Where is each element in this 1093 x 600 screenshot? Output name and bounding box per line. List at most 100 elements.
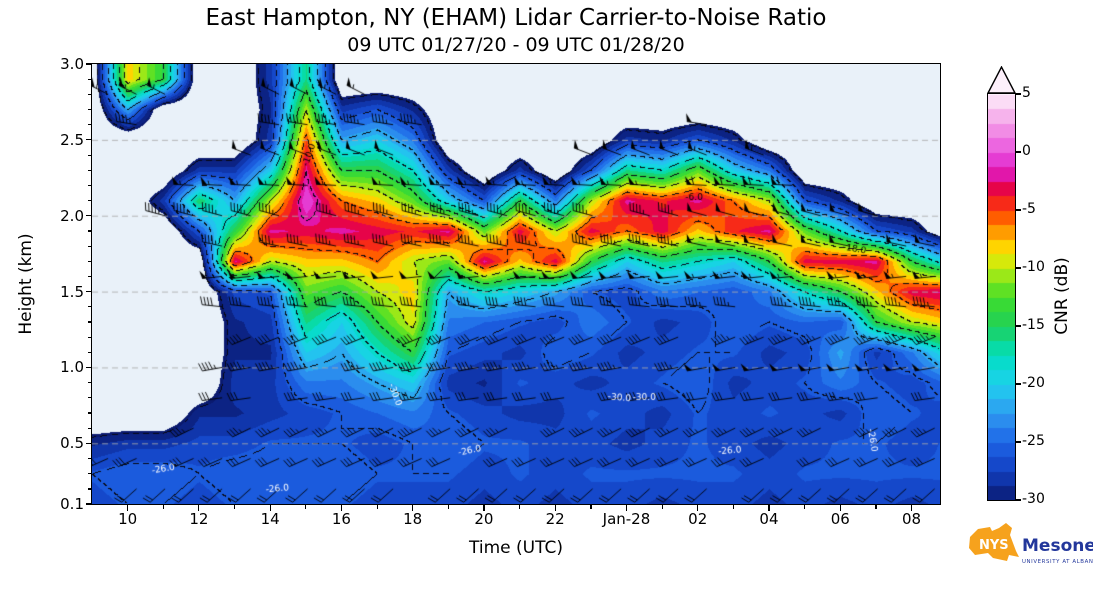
y-minor-tick-mark: [88, 427, 92, 429]
x-tick-label: 10: [118, 510, 138, 528]
x-tick-label: 08: [901, 510, 922, 528]
y-minor-tick-mark: [88, 169, 92, 171]
y-tick-label: 2.0: [60, 206, 84, 225]
y-minor-tick-mark: [88, 78, 92, 80]
logo-mesonet-text: Mesonet: [1022, 536, 1093, 556]
y-minor-tick-mark: [88, 230, 92, 232]
colorbar-tick-label: -15: [1022, 317, 1045, 333]
y-minor-tick-mark: [88, 336, 92, 338]
y-tick-label: 0.1: [60, 495, 84, 513]
y-minor-tick-mark: [88, 412, 92, 414]
x-tick-label: Jan-28: [602, 510, 651, 528]
y-tick-mark: [85, 290, 92, 293]
x-minor-tick-mark: [661, 505, 663, 509]
x-tick-mark: [625, 505, 628, 511]
x-tick-label: 14: [260, 510, 280, 528]
x-minor-tick-mark: [234, 505, 236, 509]
colorbar-tick-label: -25: [1022, 433, 1045, 449]
y-minor-tick-mark: [88, 306, 92, 308]
chart-subtitle: 09 UTC 01/27/20 - 09 UTC 01/28/20: [347, 34, 685, 56]
ny-state-shape: [969, 523, 1019, 561]
y-tick-mark: [85, 442, 92, 444]
colorbar-tick-label: -20: [1022, 375, 1045, 391]
colorbar-tick-mark: [1016, 499, 1021, 501]
colorbar: [987, 93, 1016, 501]
y-tick-label: 2.5: [60, 130, 84, 149]
x-tick-mark: [340, 505, 342, 511]
y-tick-mark: [85, 503, 92, 505]
x-tick-mark: [198, 505, 200, 511]
x-tick-mark: [839, 505, 841, 511]
y-minor-tick-mark: [88, 260, 92, 262]
y-axis-label: Height (km): [16, 233, 36, 335]
colorbar-tick-mark: [1016, 93, 1021, 95]
colorbar-label: CNR (dB): [1052, 257, 1072, 335]
colorbar-tick-mark: [1016, 267, 1021, 269]
x-tick-label: 04: [759, 510, 779, 528]
y-minor-tick-mark: [88, 109, 92, 111]
y-tick-mark: [85, 215, 92, 217]
x-minor-tick-mark: [376, 505, 378, 509]
y-tick-mark: [85, 139, 92, 141]
chart-title: East Hampton, NY (EHAM) Lidar Carrier-to…: [205, 5, 827, 31]
y-minor-tick-mark: [88, 488, 92, 490]
x-tick-label: 20: [474, 510, 494, 528]
y-minor-tick-mark: [88, 245, 92, 247]
colorbar-tick-label: -30: [1022, 491, 1045, 507]
y-minor-tick-mark: [88, 397, 92, 399]
y-tick-label: 0.5: [60, 434, 84, 453]
colorbar-tick-label: 5: [1022, 85, 1031, 101]
nys-mesonet-logo: NYS Mesonet UNIVERSITY AT ALBANY: [969, 523, 1093, 565]
colorbar-gradient: [988, 94, 1015, 500]
x-minor-tick-mark: [590, 505, 592, 509]
x-tick-mark: [127, 505, 129, 511]
x-tick-mark: [412, 505, 414, 511]
x-minor-tick-mark: [519, 505, 521, 509]
x-minor-tick-mark: [804, 505, 806, 509]
colorbar-extend-arrow: [987, 66, 1016, 94]
x-minor-tick-mark: [875, 505, 877, 509]
y-tick-label: 1.0: [60, 358, 84, 377]
x-minor-tick-mark: [732, 505, 735, 509]
x-tick-label: 02: [688, 510, 708, 528]
x-tick-label: 06: [830, 510, 850, 528]
x-tick-mark: [483, 505, 485, 511]
y-minor-tick-mark: [88, 275, 92, 278]
y-minor-tick-mark: [88, 321, 92, 323]
y-tick-label: 1.5: [60, 282, 84, 301]
colorbar-tick-mark: [1016, 441, 1021, 443]
y-minor-tick-mark: [88, 382, 92, 384]
logo-tagline-text: UNIVERSITY AT ALBANY: [1022, 559, 1093, 565]
y-tick-label: 3.0: [60, 55, 84, 73]
y-minor-tick-mark: [88, 457, 92, 460]
x-tick-label: 12: [189, 510, 209, 528]
y-minor-tick-mark: [88, 200, 92, 202]
y-minor-tick-mark: [88, 154, 92, 156]
x-minor-tick-mark: [162, 505, 164, 509]
x-minor-tick-mark: [447, 505, 449, 509]
x-tick-mark: [697, 505, 699, 511]
y-minor-tick-mark: [88, 93, 92, 96]
x-tick-mark: [269, 505, 271, 511]
colorbar-tick-label: -10: [1022, 259, 1045, 275]
colorbar-tick-mark: [1016, 151, 1021, 153]
x-tick-mark: [768, 505, 770, 511]
y-minor-tick-mark: [88, 184, 92, 187]
x-minor-tick-mark: [305, 505, 307, 509]
cnr-heatmap-canvas: [91, 63, 941, 505]
y-tick-mark: [85, 366, 92, 369]
x-tick-mark: [910, 505, 913, 511]
y-minor-tick-mark: [88, 124, 92, 126]
y-minor-tick-mark: [88, 473, 92, 475]
y-tick-mark: [85, 63, 92, 65]
colorbar-tick-mark: [1016, 325, 1021, 327]
colorbar-tick-label: -5: [1022, 201, 1036, 217]
y-minor-tick-mark: [88, 351, 92, 353]
logo-nys-text: NYS: [979, 538, 1009, 553]
x-tick-label: 22: [545, 510, 565, 528]
colorbar-tick-mark: [1016, 383, 1021, 385]
x-tick-label: 16: [331, 510, 351, 528]
colorbar-tick-mark: [1016, 209, 1021, 211]
x-tick-label: 18: [403, 510, 423, 528]
